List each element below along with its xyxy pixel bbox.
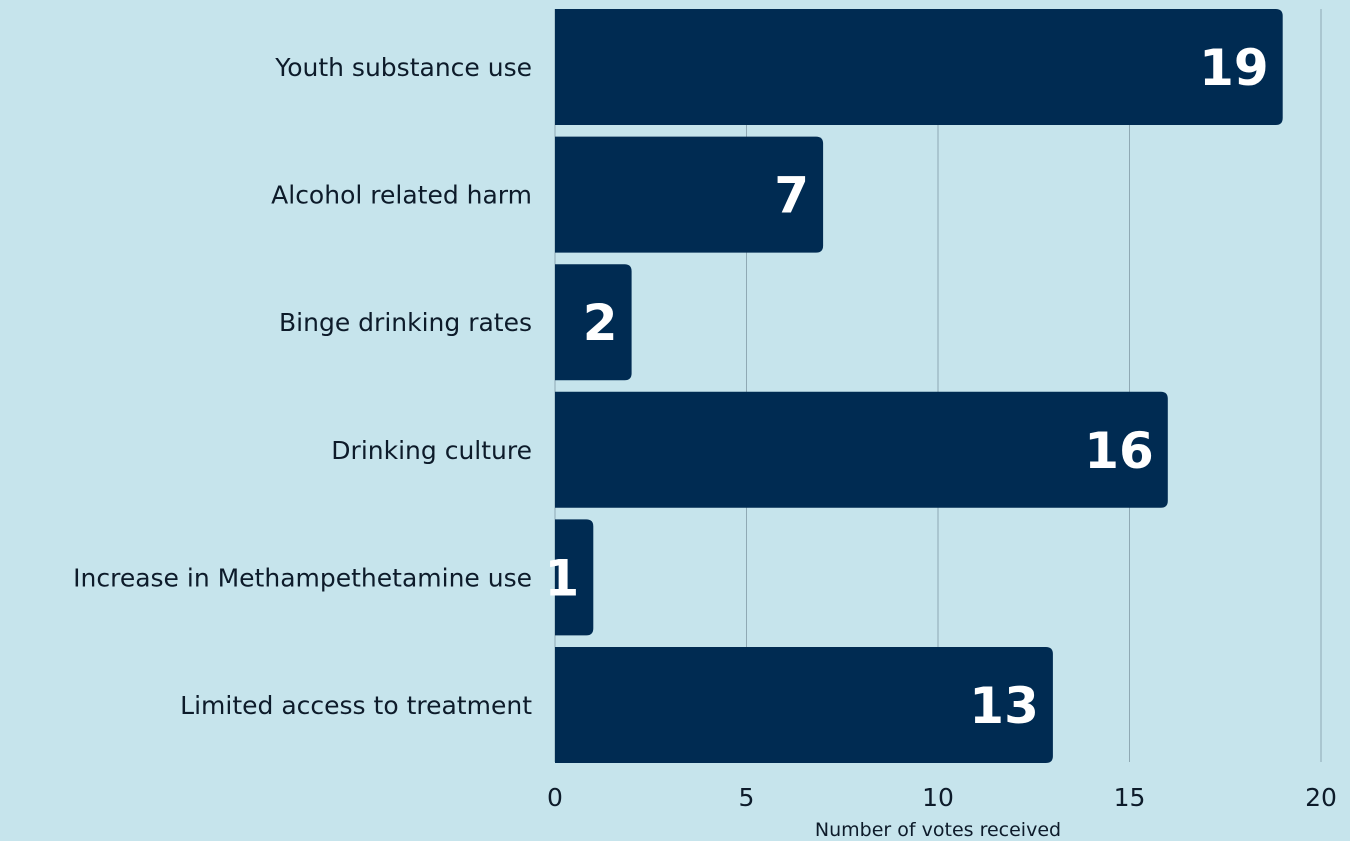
x-tick-label: 10: [922, 783, 954, 812]
value-labels: 19 7 2 16 1 13: [545, 39, 1269, 735]
category-labels: Youth substance use Alcohol related harm B…: [73, 53, 532, 720]
category-label: Limited access to treatment: [180, 691, 532, 720]
bar-value-label: 2: [583, 294, 618, 352]
category-label: Increase in Methampethetamine use: [73, 563, 532, 592]
category-label: Drinking culture: [331, 436, 532, 465]
bar: [555, 136, 824, 253]
bar-value-label: 13: [969, 677, 1039, 735]
bar-value-label: 16: [1084, 422, 1154, 480]
bar-value-label: 19: [1199, 39, 1269, 97]
bar: [555, 264, 632, 381]
bar: [555, 9, 1283, 125]
bar: [555, 647, 1053, 763]
category-label: Youth substance use: [274, 53, 532, 82]
bar-value-label: 7: [774, 167, 809, 225]
bars: [555, 9, 1283, 763]
bar: [555, 519, 594, 636]
x-tick-label: 20: [1305, 783, 1337, 812]
category-label: Binge drinking rates: [279, 308, 532, 337]
x-tick-label: 0: [547, 783, 563, 812]
bar: [555, 391, 1168, 508]
bar-value-label: 1: [545, 549, 580, 607]
x-axis-ticks: 0 5 10 15 20: [547, 783, 1337, 812]
category-label: Alcohol related harm: [271, 181, 532, 210]
grid-lines: [554, 9, 1322, 762]
x-tick-label: 5: [739, 783, 755, 812]
x-axis-title: Number of votes received: [815, 819, 1061, 841]
x-tick-label: 15: [1114, 783, 1146, 812]
